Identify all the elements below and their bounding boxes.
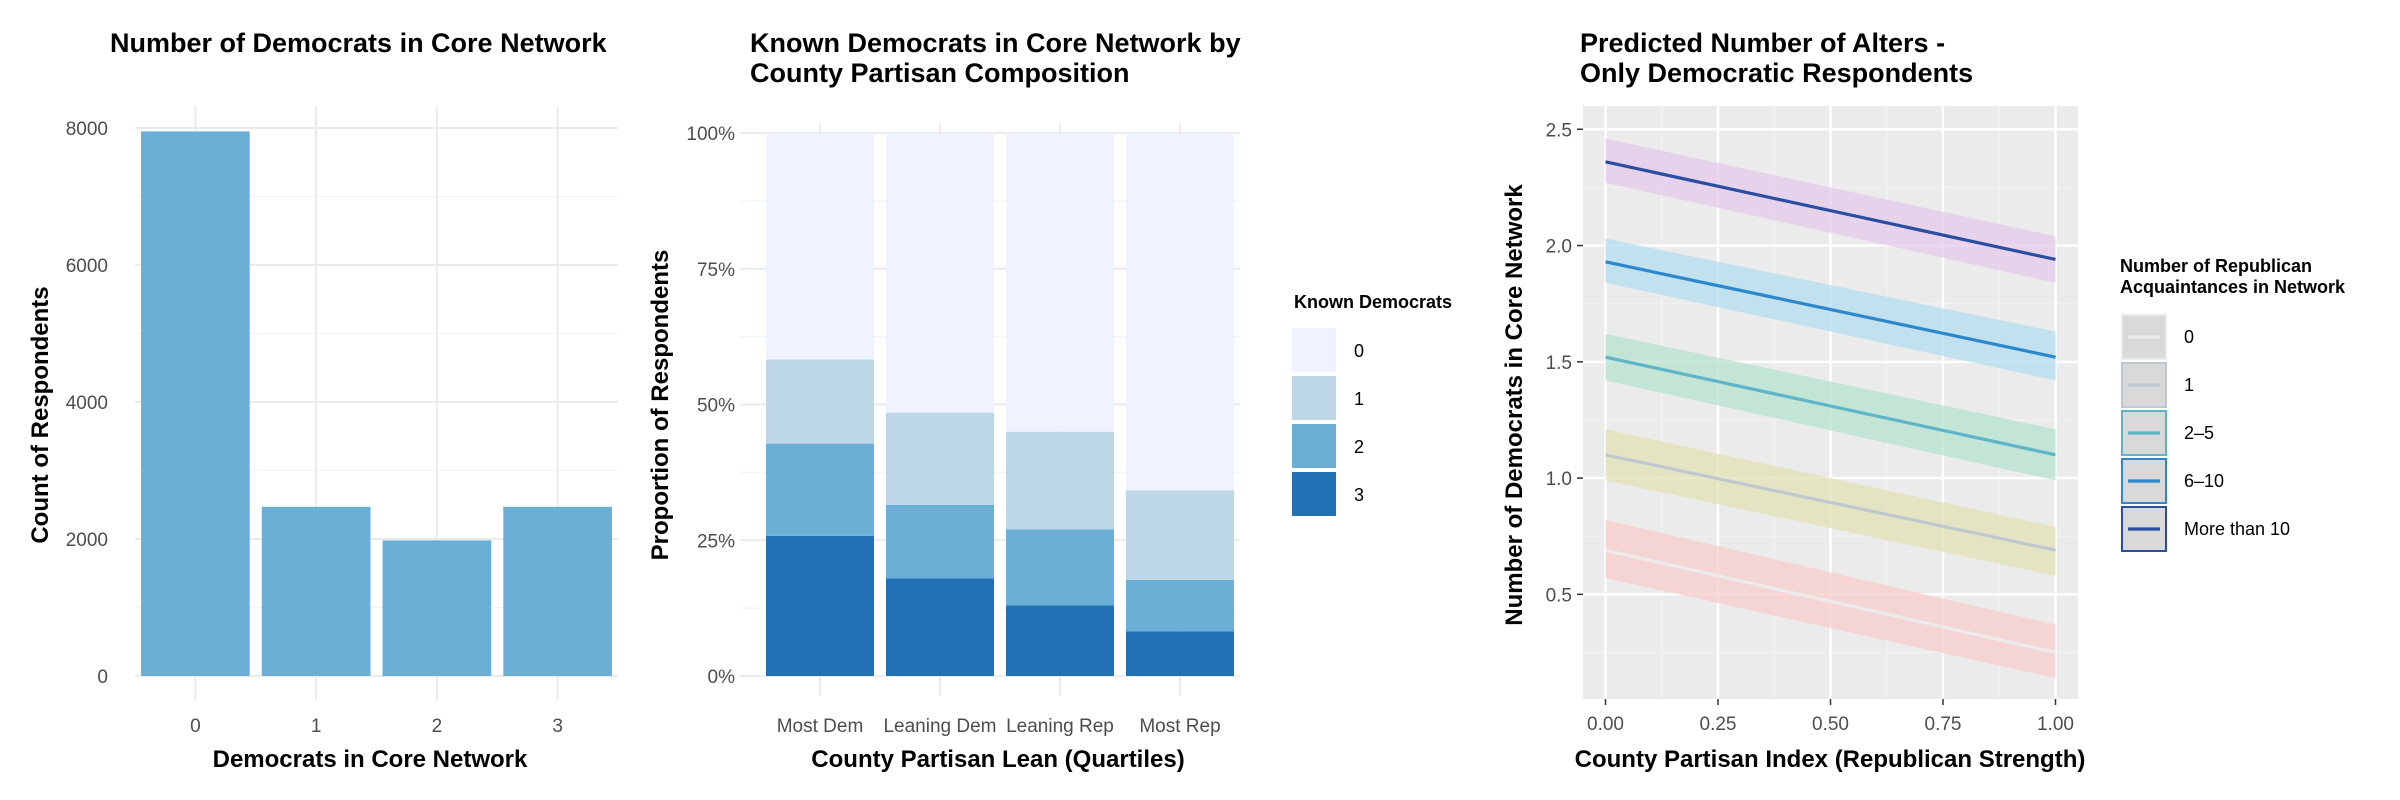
panel2-y-ticks: 0% 25% 50% 75% 100%: [686, 124, 735, 688]
x-tick-label: Most Dem: [777, 716, 864, 737]
panel1-y-ticks: 0 2000 4000 6000 8000: [66, 119, 108, 688]
y-tick-label: 50%: [697, 396, 735, 417]
legend-key-1: [1292, 376, 1336, 420]
panel2-title-line1: Known Democrats in Core Network by: [750, 28, 1241, 58]
panel3-legend: Number of Republican Acquaintances in Ne…: [2120, 256, 2346, 552]
y-tick-label: 0.5: [1546, 585, 1572, 606]
panel2-legend-title: Known Democrats: [1294, 292, 1452, 312]
y-tick-label: 4000: [66, 393, 108, 414]
confidence-band-0: [1605, 519, 2056, 679]
y-tick-label: 2.0: [1546, 237, 1572, 258]
legend-label-0: 0: [2184, 327, 2194, 347]
x-tick-label: 1: [311, 716, 322, 737]
bar-segment-most-dem-3: [766, 535, 874, 676]
bar-0: [141, 131, 250, 677]
bar-segment-most-rep-1: [1126, 490, 1234, 580]
bar-1: [261, 506, 371, 676]
y-tick-label: 100%: [686, 124, 735, 145]
x-tick-label: 0.00: [1587, 714, 1624, 735]
bar-segment-leaning-rep-0: [1006, 133, 1114, 432]
series-line-3: [1605, 260, 2056, 359]
x-tick-label: 3: [552, 716, 563, 737]
panel3-y-ticks: 0.5 1.0 1.5 2.0 2.5: [1546, 120, 1583, 606]
bar-segment-leaning-dem-1: [886, 412, 994, 505]
legend-label-4: More than 10: [2184, 519, 2290, 539]
panel3-x-axis-title: County Partisan Index (Republican Streng…: [1575, 746, 2086, 773]
series-line-1: [1605, 453, 2056, 552]
legend-label-2: 2–5: [2184, 423, 2214, 443]
series-line-0: [1605, 548, 2056, 655]
legend-label-1: 1: [2184, 375, 2194, 395]
legend-key-2: [1292, 424, 1336, 468]
bar-segment-most-dem-0: [766, 133, 874, 360]
bar-segment-most-rep-3: [1126, 631, 1234, 676]
series-line-2: [1605, 355, 2056, 457]
x-tick-label: 0.25: [1700, 714, 1737, 735]
panel3-legend-title-line1: Number of Republican: [2120, 256, 2312, 276]
y-tick-label: 2000: [66, 530, 108, 551]
bar-segment-leaning-rep-2: [1006, 529, 1114, 606]
bar-3: [503, 506, 612, 676]
panel2-title-line2: County Partisan Composition: [750, 58, 1130, 88]
panel-known-democrats-by-county: Known Democrats in Core Network by Count…: [647, 28, 1452, 773]
panel3-lines: [1605, 160, 2056, 655]
legend-label-2: 2: [1354, 437, 1364, 457]
panel3-legend-title-line2: Acquaintances in Network: [2120, 277, 2346, 297]
y-tick-label: 0%: [708, 667, 736, 688]
x-tick-label: 1.00: [2037, 714, 2074, 735]
panel3-x-ticks: 0.00 0.25 0.50 0.75 1.00: [1587, 699, 2074, 735]
panel2-legend: Known Democrats 0 1 2 3: [1292, 292, 1452, 516]
y-tick-label: 2.5: [1546, 120, 1572, 141]
legend-label-1: 1: [1354, 389, 1364, 409]
bar-segment-leaning-rep-3: [1006, 605, 1114, 676]
panel2-x-axis-title: County Partisan Lean (Quartiles): [811, 746, 1184, 773]
legend-label-0: 0: [1354, 341, 1364, 361]
y-tick-label: 8000: [66, 119, 108, 140]
series-line-4: [1605, 160, 2056, 262]
x-tick-label: Leaning Rep: [1006, 716, 1114, 737]
bar-segment-leaning-rep-1: [1006, 431, 1114, 530]
bar-segment-leaning-dem-3: [886, 578, 994, 676]
y-tick-label: 1.0: [1546, 469, 1572, 490]
y-tick-label: 0: [97, 667, 108, 688]
panel3-title-line2: Only Democratic Respondents: [1580, 58, 1973, 88]
y-tick-label: 25%: [697, 531, 735, 552]
panel2-x-ticks: Most Dem Leaning Dem Leaning Rep Most Rep: [777, 716, 1221, 737]
bar-segment-most-rep-0: [1126, 133, 1234, 491]
panel1-bars: [141, 131, 612, 677]
x-tick-label: 0.75: [1925, 714, 1962, 735]
legend-label-3: 3: [1354, 485, 1364, 505]
panel-democrats-count: Number of Democrats in Core Network 0200…: [27, 28, 618, 773]
legend-key-3: [1292, 472, 1336, 516]
legend-label-3: 6–10: [2184, 471, 2224, 491]
x-tick-label: 0.50: [1812, 714, 1849, 735]
panel3-y-axis-title: Number of Democrats in Core Network: [1501, 184, 1528, 626]
x-tick-label: Leaning Dem: [883, 716, 996, 737]
bar-segment-leaning-dem-2: [886, 504, 994, 579]
bar-segment-most-dem-2: [766, 443, 874, 536]
x-tick-label: 0: [190, 716, 201, 737]
bar-2: [382, 540, 492, 676]
legend-key-0: [1292, 328, 1336, 372]
x-tick-label: 2: [432, 716, 443, 737]
bar-segment-leaning-dem-0: [886, 133, 994, 413]
bar-segment-most-rep-2: [1126, 579, 1234, 632]
bar-segment-most-dem-1: [766, 359, 874, 444]
panel2-y-axis-title: Proportion of Respondents: [647, 250, 674, 561]
panel1-x-axis-title: Democrats in Core Network: [213, 746, 528, 773]
panel1-x-ticks: 0 1 2 3: [190, 716, 563, 737]
panel1-y-axis-title: Count of Respondents: [27, 286, 54, 543]
panel3-title-line1: Predicted Number of Alters -: [1580, 28, 1945, 58]
y-tick-label: 1.5: [1546, 353, 1572, 374]
panel2-bars: [766, 133, 1234, 676]
panel-predicted-alters: Predicted Number of Alters - Only Democr…: [1501, 28, 2346, 773]
x-tick-label: Most Rep: [1139, 716, 1220, 737]
panel1-title: Number of Democrats in Core Network: [110, 28, 608, 58]
y-tick-label: 6000: [66, 256, 108, 277]
y-tick-label: 75%: [697, 260, 735, 281]
